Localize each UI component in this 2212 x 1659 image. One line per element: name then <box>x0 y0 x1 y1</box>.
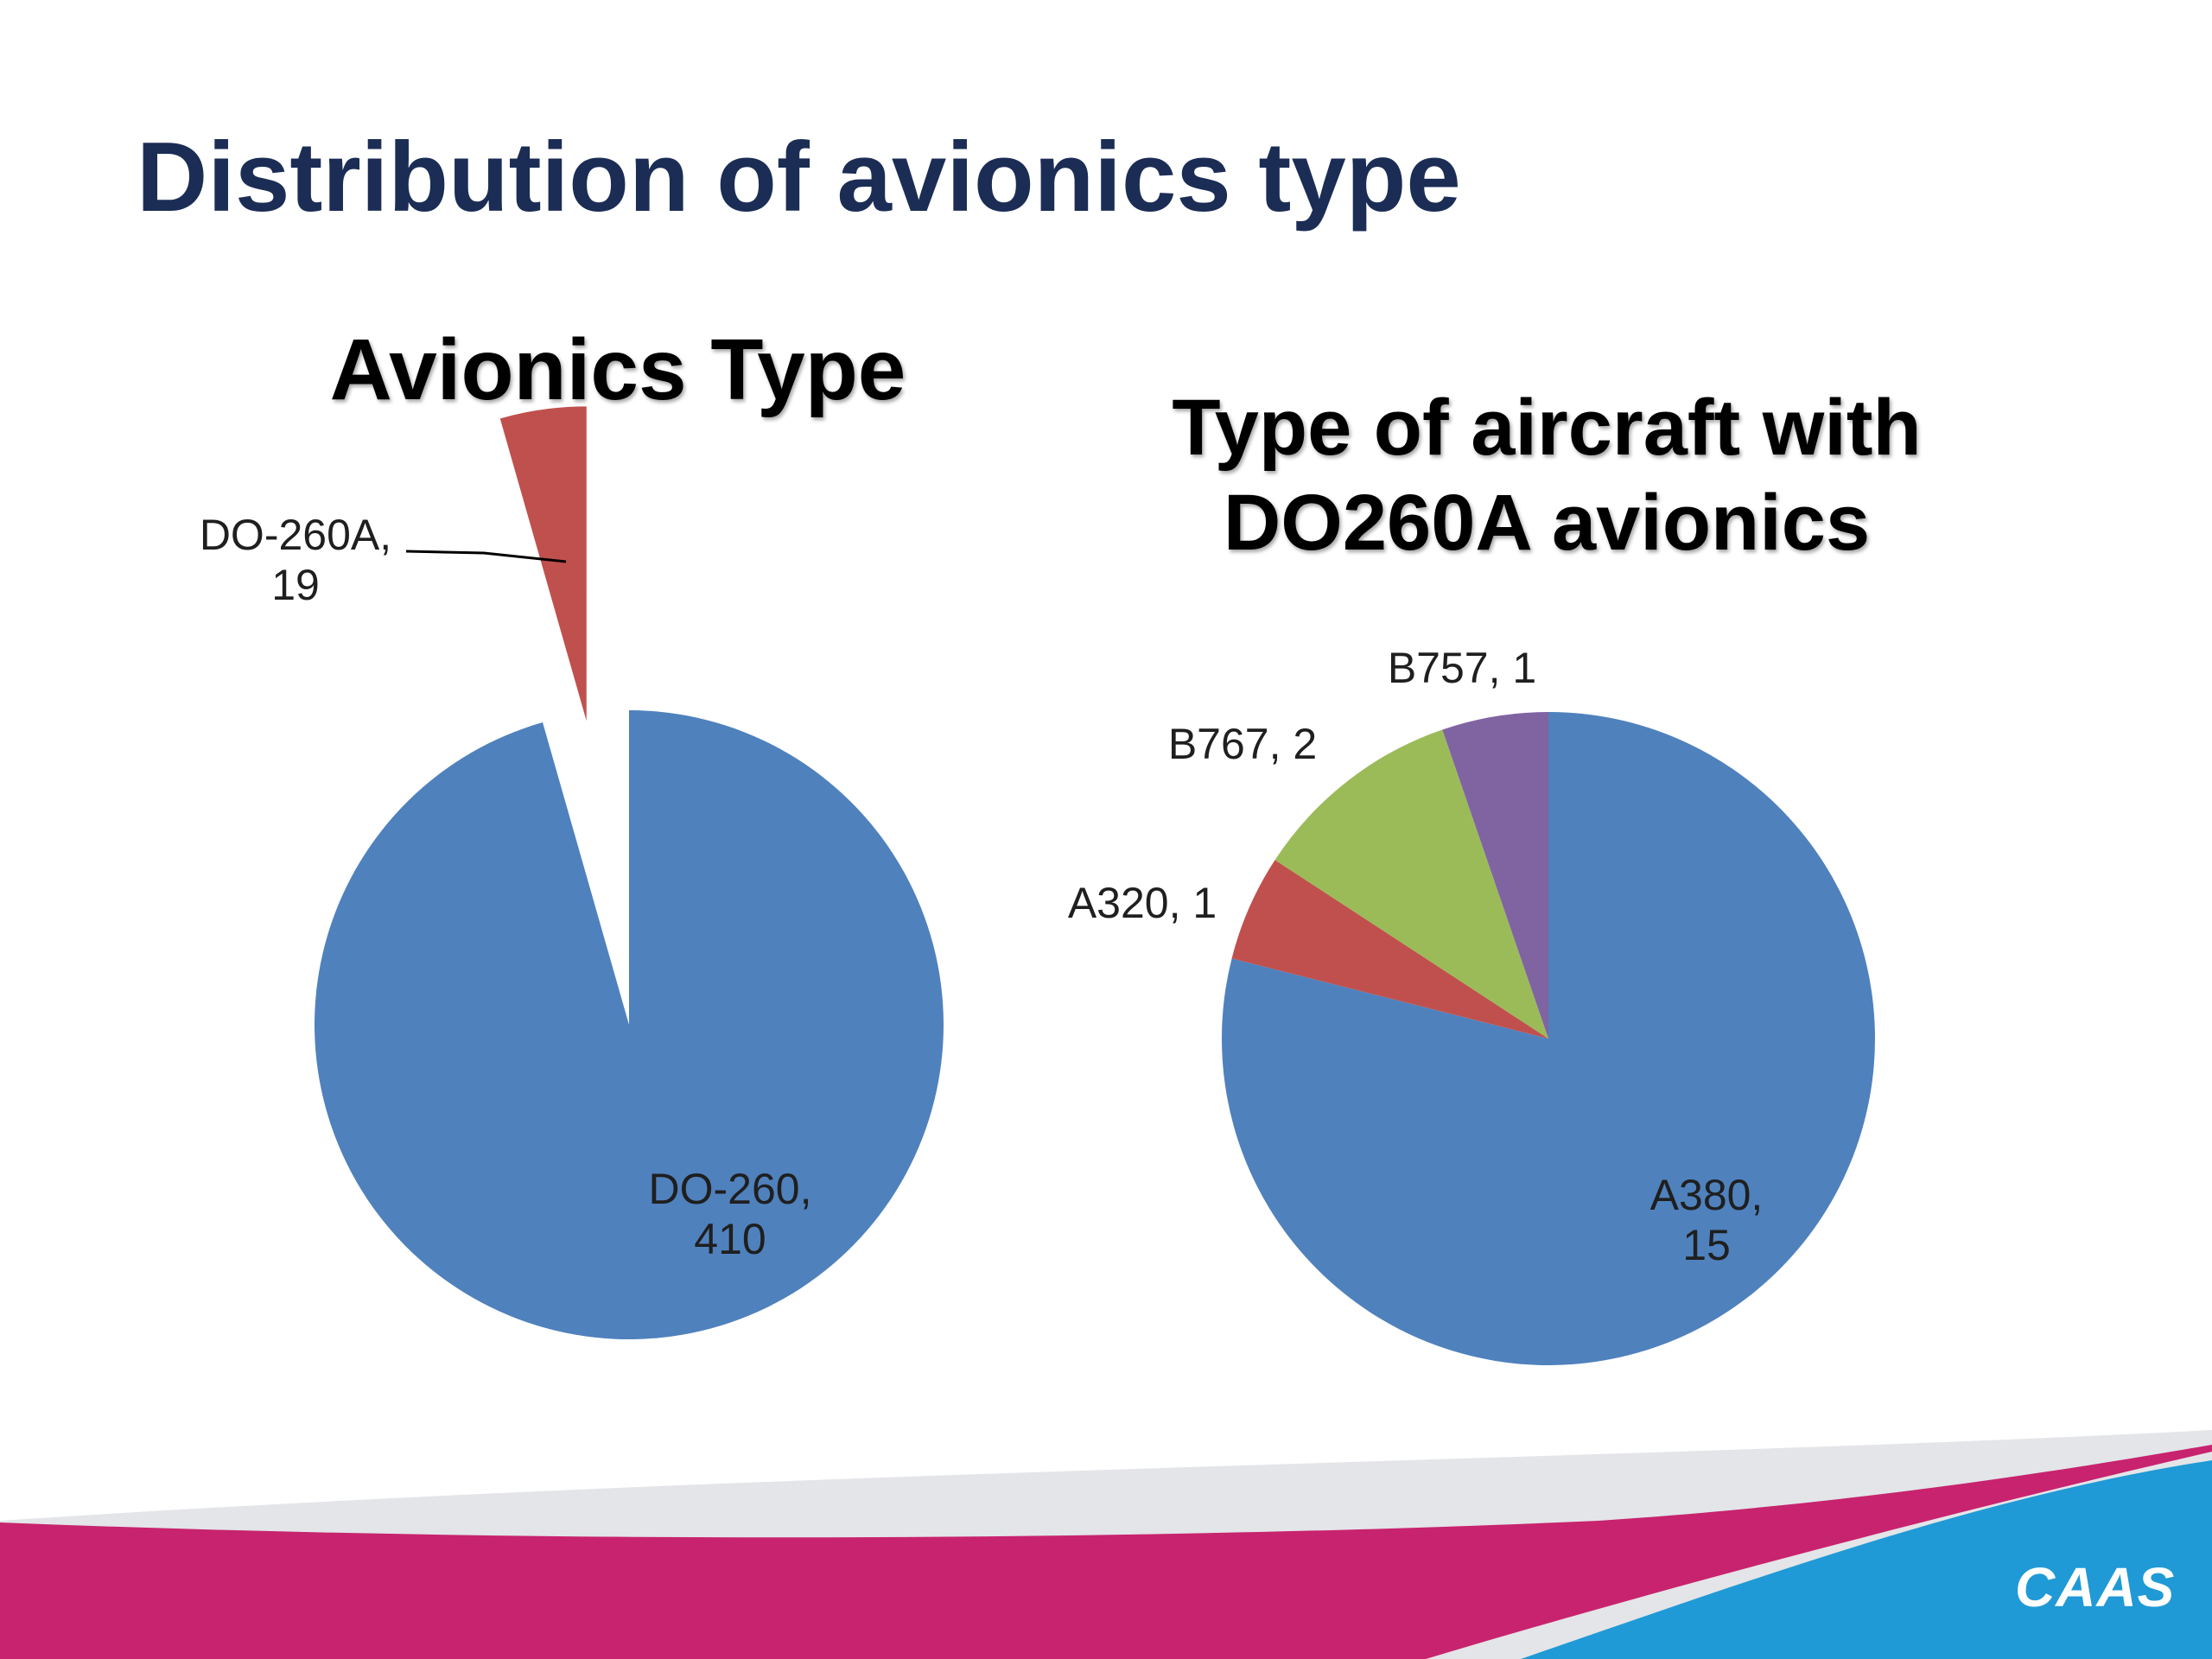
label-do-260: DO-260, 410 <box>649 1165 812 1263</box>
label-do-260a: DO-260A, 19 <box>200 511 391 609</box>
slice-b767 <box>1274 729 1548 1039</box>
label-b757: B757, 1 <box>1388 644 1536 692</box>
aircraft-type-chart-title: Type of aircraft with DO260A avionics <box>1020 380 2074 571</box>
avionics-type-chart-title: Avionics Type <box>329 321 906 418</box>
slice-a320 <box>1231 860 1548 1039</box>
aircraft-type-chart-title-line-1: Type of aircraft with <box>1172 384 1922 472</box>
label-a380: A380, 15 <box>1650 1171 1764 1269</box>
aircraft-type-pie-chart: A380, 15 A320, 1 B767, 2 B757, 1 <box>1068 644 1875 1366</box>
footer-magenta-band <box>0 1445 2212 1659</box>
caas-logo: CAAS <box>2015 1556 2176 1618</box>
slice-b757 <box>1442 712 1548 1039</box>
aircraft-type-chart-title-line-2: DO260A avionics <box>1223 479 1871 568</box>
label-b767: B767, 2 <box>1168 720 1317 768</box>
slice-do-260 <box>314 710 944 1340</box>
do-260a-leader-line <box>405 550 567 563</box>
slide-title: Distribution of avionics type <box>137 123 1461 232</box>
footer-blue-band <box>1521 1460 2212 1659</box>
slice-do-260a <box>499 406 587 721</box>
label-a320: A320, 1 <box>1068 879 1217 927</box>
avionics-type-pie-chart: DO-260A, 19 DO-260, 410 <box>200 406 944 1340</box>
slice-a380 <box>1222 712 1875 1366</box>
